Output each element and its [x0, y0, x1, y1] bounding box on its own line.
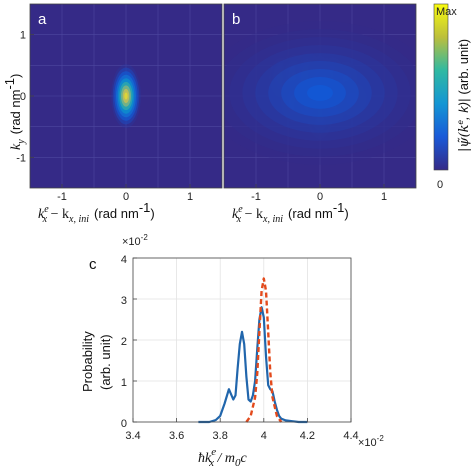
x-tick-label: 4.4	[343, 430, 358, 442]
x-label-sub0: 0	[235, 457, 241, 469]
x-tick-label: 0	[123, 191, 129, 203]
panel-a: a -1 0 1 10-1 ke x − kx, ini (rad nm-1) ky(r…	[2, 3, 223, 225]
x-tick-label: 3.4	[125, 430, 140, 442]
x-label-k: k	[38, 207, 45, 222]
x-exponent-sup: -2	[377, 434, 385, 443]
colorbar-min-label: 0	[437, 179, 443, 191]
x-label-hk: ħk	[198, 451, 212, 466]
panel-a-y-axis-label: ky (rad nm-1)	[2, 74, 27, 150]
colorbar-label-math: |ψ̃(k	[457, 124, 472, 152]
y-label-unit-sup: -1	[2, 78, 17, 90]
panel-a-x-ticks: -1 0 1	[57, 184, 193, 203]
panel-b-x-ticks: -1 0 1	[251, 184, 387, 203]
panel-a-label: a	[38, 11, 47, 28]
y-label-sub: y	[16, 139, 27, 145]
colorbar-bar	[433, 3, 449, 171]
y-exponent-sup: -2	[141, 233, 149, 242]
series-line-solid	[198, 306, 308, 424]
colorbar-max-label: Max	[436, 6, 457, 18]
x-label-unit: (rad nm	[94, 206, 139, 221]
x-label-c: c	[241, 451, 248, 466]
panel-c-x-axis-label: ħke x / m0c	[198, 446, 248, 469]
panel-b-label: b	[232, 11, 240, 28]
x-label-sub: x	[236, 214, 242, 225]
x-label-sub2: x, ini	[68, 214, 89, 225]
panel-c-label: c	[89, 256, 97, 273]
x-tick-label: 1	[381, 191, 387, 203]
panel-c-y-label-line1: Probability	[80, 331, 95, 392]
x-tick-label: 4.2	[300, 430, 315, 442]
colorbar-label-close: )|	[456, 99, 471, 109]
x-label-unit-sup: -1	[139, 200, 151, 215]
y-label-unit-close: )	[8, 74, 23, 78]
y-tick-label: 0	[121, 418, 127, 430]
intensity-blob-11	[307, 84, 333, 101]
panel-c-lines	[198, 277, 308, 424]
colorbar-label-unit: (arb. unit)	[456, 39, 471, 95]
x-label-sub: x	[42, 214, 48, 225]
colorbar-label-mid: , k	[456, 105, 471, 120]
x-tick-label: 4	[261, 430, 267, 442]
x-exponent-base: ×10	[358, 437, 377, 449]
series-line-dashed	[245, 277, 283, 423]
x-label-sup: e	[238, 204, 243, 215]
x-label-k: k	[232, 207, 239, 222]
x-tick-label: 3.8	[213, 430, 228, 442]
y-tick-label: 4	[121, 254, 127, 266]
y-tick-label: 1	[20, 30, 26, 42]
panel-b: b -1 0 1 ke x − kx, ini (rad nm-1)	[223, 3, 417, 225]
panel-c-x-exponent: ×10-2	[358, 434, 384, 449]
y-tick-label: 0	[20, 91, 26, 103]
y-exponent-base: ×10	[122, 236, 141, 248]
x-tick-label: 0	[317, 191, 323, 203]
panel-b-x-axis-label: ke x − kx, ini (rad nm-1)	[232, 200, 349, 225]
x-label-sub: x	[208, 457, 214, 469]
x-tick-label: 3.6	[169, 430, 184, 442]
x-label-unit-sup: -1	[333, 200, 345, 215]
panel-c-x-ticks: 3.4 3.6 3.8 4 4.2 4.4	[125, 418, 359, 442]
x-label-unit-close: )	[344, 206, 348, 221]
panel-b-intensity	[224, 21, 416, 165]
x-tick-label: 1	[187, 191, 193, 203]
x-label-sub2: x, ini	[262, 214, 283, 225]
x-label-sup: e	[44, 204, 49, 215]
panel-c-y-label-line2: (arb. unit)	[98, 334, 113, 390]
panel-a-x-axis-label: ke x − kx, ini (rad nm-1)	[38, 200, 155, 225]
x-label-unit-close: )	[150, 206, 154, 221]
x-label-minus: − k	[241, 207, 263, 222]
panel-c-y-exponent: ×10-2	[122, 233, 148, 248]
y-tick-label: -1	[16, 152, 26, 164]
y-label-unit: (rad nm	[8, 90, 23, 135]
colorbar-label-sup: e	[456, 119, 465, 124]
panel-a-y-ticks: 1 0 -1	[16, 30, 34, 164]
y-tick-label: 1	[121, 377, 127, 389]
x-label-sup: e	[211, 446, 216, 458]
colorbar: Max 0 |ψ̃(ke, k)| (arb. unit)	[433, 3, 472, 191]
colorbar-axis-label: |ψ̃(ke, k)| (arb. unit)	[456, 39, 472, 152]
x-label-tail: / m	[214, 451, 235, 466]
x-tick-label: -1	[251, 191, 261, 203]
y-tick-label: 3	[121, 295, 127, 307]
y-label-k: k	[9, 143, 24, 150]
y-tick-label: 2	[121, 336, 127, 348]
intensity-blob-0	[124, 92, 128, 100]
panel-c-y-ticks: 0 1 2 3 4	[121, 254, 137, 430]
x-tick-label: -1	[57, 191, 67, 203]
panel-a-intensity	[111, 64, 141, 128]
x-label-unit: (rad nm	[288, 206, 333, 221]
x-label-minus: − k	[47, 207, 69, 222]
